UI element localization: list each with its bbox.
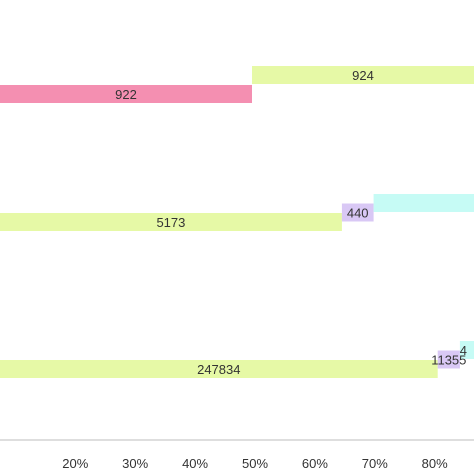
- x-axis-ticks: 20%30%40%50%60%70%80%90%: [62, 456, 448, 471]
- x-tick-label: 70%: [362, 456, 388, 471]
- bar-value-label: 11355: [431, 353, 466, 368]
- bar-segment: [0, 85, 252, 103]
- bar-value-label: 440: [347, 206, 369, 221]
- bar-segment: [373, 194, 474, 212]
- bar-segment: [252, 66, 474, 84]
- x-tick-label: 40%: [182, 456, 208, 471]
- bar-segment: [0, 213, 342, 231]
- x-tick-label: 20%: [62, 456, 88, 471]
- x-tick-label: 60%: [302, 456, 328, 471]
- bars-layer: [0, 66, 474, 378]
- x-tick-label: 50%: [242, 456, 268, 471]
- bar-segment: [437, 350, 460, 369]
- bar-segment: [341, 203, 374, 222]
- bar-value-label: 5173: [156, 215, 185, 230]
- bar-segment: [459, 341, 474, 359]
- bar-value-label: 4: [460, 343, 467, 358]
- x-tick-label: 80%: [422, 456, 448, 471]
- bar-value-label: 924: [352, 68, 374, 83]
- bar-value-label: 922: [115, 87, 137, 102]
- bar-value-label: 247834: [197, 362, 240, 377]
- x-tick-label: 30%: [122, 456, 148, 471]
- bar-segment: [0, 360, 438, 378]
